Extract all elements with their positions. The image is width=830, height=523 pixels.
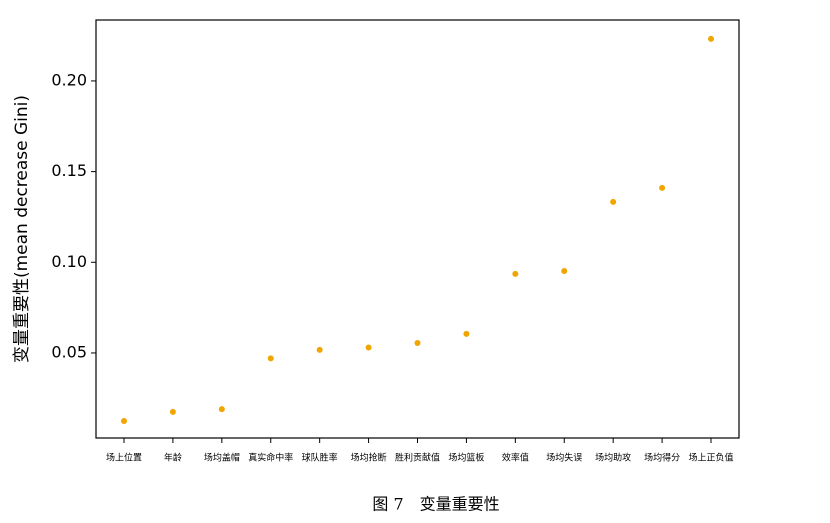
plot-frame [95,19,740,439]
x-tick-label: 场均篮板 [448,452,484,464]
point [708,35,714,42]
y-tick-label: 0.20 [51,70,87,89]
point [169,408,176,415]
point [218,406,225,413]
point [365,344,372,351]
x-tick-label: 效率值 [502,452,529,464]
point [610,198,617,205]
figure-caption: 图 7 变量重要性 [372,495,499,514]
x-tick-label: 场均盖帽 [204,452,240,464]
x-tick-label: 场均抢断 [351,452,387,464]
point [561,267,568,274]
x-tick-label: 真实命中率 [248,452,293,464]
y-tick-label: 0.15 [51,161,87,180]
x-tick-label: 场均得分 [644,452,680,464]
y-tick-label: 0.05 [51,342,87,361]
point [267,355,274,362]
point [512,270,519,277]
x-tick-label: 场均失误 [546,452,582,464]
x-tick-label: 球队胜率 [302,452,338,464]
x-tick-label: 年龄 [164,452,182,464]
x-tick-label: 场上位置 [106,452,142,464]
x-tick-label: 场均助攻 [595,452,631,464]
x-tick-label: 胜利贡献值 [395,452,440,464]
y-axis-label: 变量重要性(mean decrease Gini) [12,95,32,363]
y-tick-label: 0.10 [51,252,87,271]
point [414,339,421,346]
point [121,417,127,424]
point [463,330,470,337]
point [316,346,323,353]
point [659,184,666,191]
x-tick-label: 场上正负值 [688,452,733,464]
